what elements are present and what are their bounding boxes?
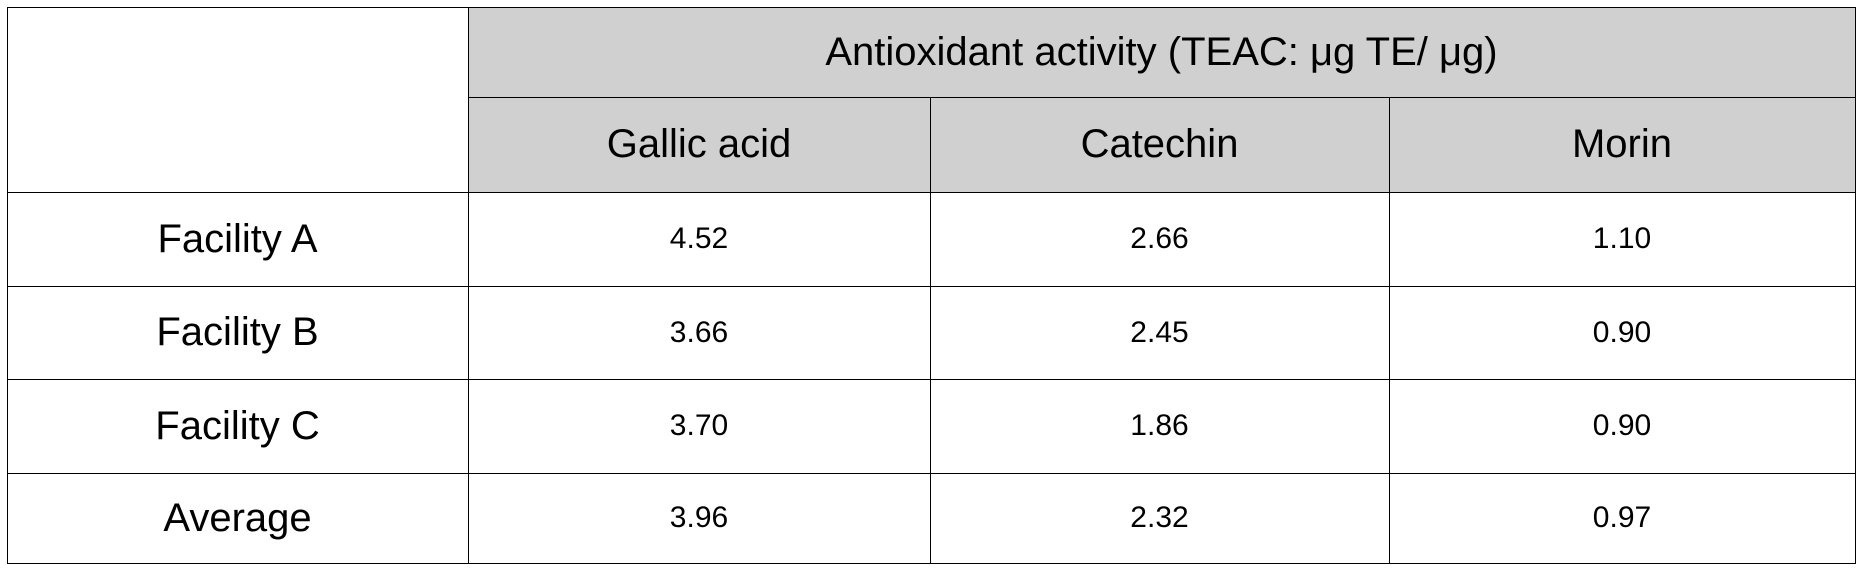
value-cell: 2.32 — [929, 472, 1390, 564]
value-cell: 2.45 — [929, 285, 1390, 380]
value-cell: 0.90 — [1388, 378, 1856, 474]
row-label: Average — [6, 472, 469, 564]
column-header: Catechin — [929, 96, 1390, 193]
value-cell: 1.86 — [929, 378, 1390, 474]
value-cell: 3.66 — [467, 285, 931, 380]
value-cell: 3.96 — [467, 472, 931, 564]
column-header: Morin — [1388, 96, 1856, 193]
column-header: Gallic acid — [467, 96, 931, 193]
corner-cell — [6, 6, 469, 193]
row-label: Facility B — [6, 285, 469, 380]
value-cell: 4.52 — [467, 191, 931, 287]
value-cell: 0.90 — [1388, 285, 1856, 380]
row-label: Facility C — [6, 378, 469, 474]
value-cell: 1.10 — [1388, 191, 1856, 287]
row-label: Facility A — [6, 191, 469, 287]
value-cell: 3.70 — [467, 378, 931, 474]
header-title: Antioxidant activity (TEAC: μg TE/ μg) — [467, 6, 1856, 98]
value-cell: 0.97 — [1388, 472, 1856, 564]
value-cell: 2.66 — [929, 191, 1390, 287]
